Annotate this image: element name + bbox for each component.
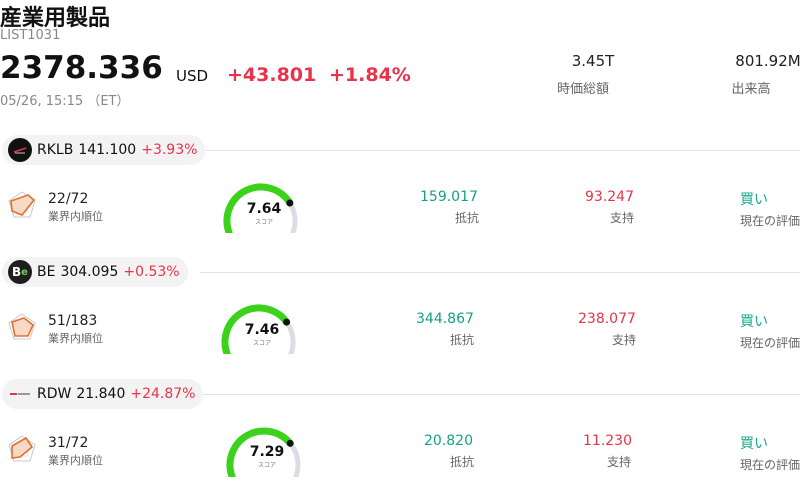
index-price: 2378.336 xyxy=(0,50,163,86)
stock-chip-rdw[interactable]: RDW 21.840 +24.87% xyxy=(2,379,204,409)
market-cap-label: 時価総額 xyxy=(556,82,609,97)
resistance-label: 抵抗 xyxy=(450,333,475,347)
stock-chip-rklb[interactable]: RKLB 141.100 +3.93% xyxy=(2,135,206,165)
rating-value: 買い xyxy=(740,314,768,330)
industry-rank: 51/183 xyxy=(48,313,98,329)
industry-rank-label: 業界内順位 xyxy=(48,332,103,345)
page-title: 産業用製品 xyxy=(0,6,111,31)
stock-price: 304.095 xyxy=(60,264,119,280)
score-label: スコア xyxy=(254,219,273,226)
score-value: 7.64 xyxy=(246,201,282,217)
resistance-label: 抵抗 xyxy=(455,211,480,225)
currency-label: USD xyxy=(176,67,209,85)
support-label: 支持 xyxy=(612,333,637,347)
stock-ticker: BE xyxy=(37,264,56,280)
row-divider xyxy=(200,394,800,395)
stock-ticker: RKLB xyxy=(37,142,74,158)
row-divider xyxy=(200,150,800,151)
score-label: スコア xyxy=(252,340,271,347)
volume-value: 801.92M xyxy=(735,52,800,70)
score-gauge xyxy=(226,427,301,477)
score-gauge xyxy=(221,304,296,354)
score-label: スコア xyxy=(257,462,276,469)
stock-change-pct: +3.93% xyxy=(141,142,198,158)
score-value: 7.29 xyxy=(249,444,285,460)
resistance-value: 20.820 xyxy=(424,433,473,449)
rating-label: 現在の評価 xyxy=(740,336,800,350)
rating-label: 現在の評価 xyxy=(740,214,800,228)
stock-change-pct: +0.53% xyxy=(123,264,180,280)
market-cap-value: 3.45T xyxy=(571,52,615,70)
industry-rank: 22/72 xyxy=(48,191,89,207)
rating-value: 買い xyxy=(740,192,768,208)
timestamp: 05/26, 15:15 （ET） xyxy=(0,94,130,109)
support-value: 238.077 xyxy=(578,311,636,327)
industry-rank-label: 業界内順位 xyxy=(48,210,103,223)
stock-change-pct: +24.87% xyxy=(130,386,196,402)
radar-chart-icon xyxy=(8,435,36,462)
support-value: 93.247 xyxy=(585,189,634,205)
stock-price: 141.100 xyxy=(78,142,137,158)
resistance-value: 344.867 xyxy=(416,311,474,327)
resistance-value: 159.017 xyxy=(420,189,478,205)
volume-label: 出来高 xyxy=(731,82,771,97)
change-percent: +1.84% xyxy=(329,64,411,86)
radar-chart-icon xyxy=(8,191,36,218)
redwire-logo-icon xyxy=(8,382,32,406)
support-label: 支持 xyxy=(610,211,635,225)
stock-price: 21.840 xyxy=(76,386,126,402)
radar-chart-icon xyxy=(8,313,36,340)
industry-rank-label: 業界内順位 xyxy=(48,454,103,467)
resistance-label: 抵抗 xyxy=(450,455,475,469)
row-divider xyxy=(200,272,800,273)
rating-label: 現在の評価 xyxy=(740,458,800,472)
score-gauge xyxy=(223,183,298,233)
support-label: 支持 xyxy=(607,455,632,469)
stock-ticker: RDW xyxy=(37,386,72,402)
index-code: LIST1031 xyxy=(0,28,61,43)
support-value: 11.230 xyxy=(583,433,632,449)
change-absolute: +43.801 xyxy=(227,64,317,86)
rocket-lab-logo-icon xyxy=(8,138,32,162)
rating-value: 買い xyxy=(740,436,768,452)
industry-rank: 31/72 xyxy=(48,435,89,451)
score-value: 7.46 xyxy=(244,322,280,338)
